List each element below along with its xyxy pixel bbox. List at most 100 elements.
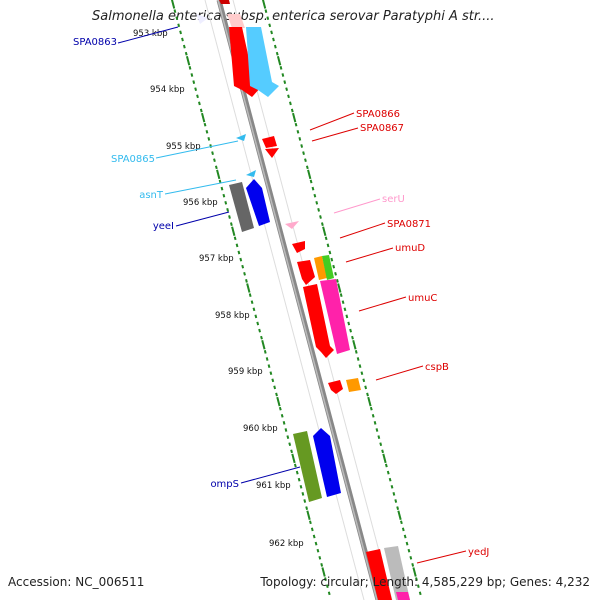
gene-feature[interactable] — [285, 221, 299, 229]
gene-features — [196, 0, 410, 600]
gene-feature[interactable] — [313, 428, 341, 497]
minor-tick — [250, 300, 254, 305]
gene-label[interactable]: cspB — [425, 362, 449, 373]
major-tick — [382, 453, 387, 464]
gene-feature[interactable] — [219, 0, 230, 4]
minor-tick — [324, 236, 328, 241]
minor-tick — [235, 243, 239, 248]
minor-tick — [336, 279, 339, 283]
minor-tick — [321, 222, 324, 226]
gene-label[interactable]: yeeI — [153, 221, 174, 232]
minor-tick — [241, 264, 245, 269]
minor-tick — [369, 406, 373, 411]
minor-tick — [271, 378, 275, 383]
gene-feature[interactable] — [292, 241, 305, 253]
minor-tick — [190, 73, 194, 77]
major-tick — [412, 567, 417, 577]
minor-tick — [301, 492, 305, 496]
major-tick — [322, 226, 327, 236]
tick-label: 962 kbp — [269, 539, 304, 549]
gene-label[interactable]: umuC — [408, 293, 437, 304]
gene-label[interactable]: SPA0863 — [73, 37, 117, 48]
tick-label: 954 kbp — [150, 85, 185, 95]
gene-feature[interactable] — [322, 255, 334, 280]
tick-label: 957 kbp — [199, 254, 234, 264]
minor-tick — [407, 548, 411, 553]
gene-feature[interactable] — [314, 256, 327, 280]
minor-tick — [317, 208, 321, 212]
minor-tick — [351, 335, 354, 340]
gene-feature[interactable] — [320, 279, 350, 354]
gene-feature[interactable] — [246, 170, 256, 177]
minor-tick — [319, 215, 322, 219]
major-tick — [231, 226, 236, 236]
minor-tick — [203, 122, 207, 127]
gene-label[interactable]: SPA0866 — [356, 109, 400, 120]
gene-feature[interactable] — [366, 549, 392, 600]
gene-feature[interactable] — [328, 380, 343, 394]
tick-label: 958 kbp — [215, 311, 250, 321]
tick-label: 956 kbp — [183, 198, 218, 208]
gene-feature[interactable] — [262, 136, 277, 148]
gene-feature[interactable] — [293, 431, 322, 502]
minor-tick — [332, 264, 336, 269]
minor-tick — [279, 66, 283, 70]
label-leaders — [117, 26, 467, 564]
minor-tick — [224, 200, 228, 205]
minor-tick — [207, 137, 211, 141]
minor-tick — [248, 293, 252, 297]
minor-tick — [214, 165, 218, 170]
gene-feature[interactable] — [196, 14, 208, 24]
minor-tick — [299, 484, 303, 489]
minor-tick — [272, 37, 275, 42]
minor-tick — [275, 51, 279, 56]
gene-feature[interactable] — [346, 378, 361, 392]
major-tick — [201, 112, 206, 123]
minor-tick — [282, 421, 286, 425]
minor-tick — [267, 364, 271, 368]
kbp-scale: 953 kbp 954 kbp 955 kbp 956 kbp 957 kbp … — [133, 29, 304, 549]
gene-label[interactable]: SPA0867 — [360, 123, 404, 134]
gene-label[interactable]: serU — [382, 194, 405, 205]
gene-label[interactable]: SPA0865 — [111, 154, 155, 165]
gene-label[interactable]: asnT — [139, 190, 164, 201]
minor-tick — [339, 293, 343, 297]
gene-feature[interactable] — [303, 284, 334, 358]
minor-tick — [330, 257, 334, 262]
gene-label[interactable]: umuD — [395, 243, 425, 254]
gene-feature[interactable] — [297, 260, 315, 285]
minor-tick — [302, 151, 305, 155]
gene-feature[interactable] — [236, 134, 246, 141]
minor-tick — [381, 449, 384, 454]
minor-tick — [418, 591, 422, 596]
minor-tick — [290, 449, 293, 454]
minor-tick — [283, 80, 287, 84]
gene-feature[interactable] — [384, 546, 410, 600]
minor-tick — [300, 144, 304, 148]
gene-label[interactable]: ompS — [210, 479, 239, 490]
gene-feature[interactable] — [246, 179, 270, 226]
major-tick — [321, 567, 326, 577]
minor-tick — [320, 563, 324, 567]
gene-feature[interactable] — [265, 148, 279, 158]
minor-tick — [285, 87, 289, 92]
gene-label[interactable]: yedJ — [468, 547, 489, 558]
gene-feature[interactable] — [246, 27, 279, 97]
gene-feature[interactable] — [229, 182, 254, 232]
minor-tick — [377, 435, 381, 439]
minor-tick — [290, 108, 294, 113]
major-tick — [291, 453, 296, 464]
gene-feature[interactable] — [396, 592, 410, 600]
minor-tick — [416, 584, 420, 589]
minor-tick — [386, 470, 390, 475]
minor-tick — [313, 193, 317, 198]
major-tick — [246, 283, 251, 293]
major-tick — [306, 510, 311, 520]
gene-feature[interactable] — [227, 14, 245, 28]
minor-tick — [316, 548, 320, 553]
minor-tick — [305, 506, 309, 510]
minor-tick — [400, 520, 403, 525]
gene-label[interactable]: SPA0871 — [387, 219, 431, 230]
gene-feature[interactable] — [229, 27, 262, 97]
